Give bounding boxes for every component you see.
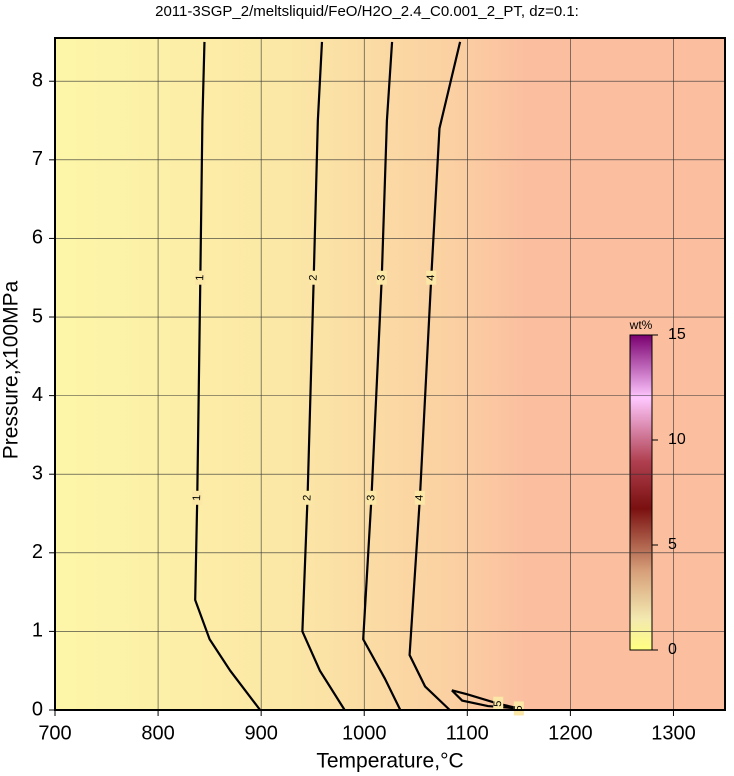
x-tick-label: 1100 bbox=[446, 722, 489, 744]
x-tick-label: 1000 bbox=[342, 722, 387, 744]
y-tick-label: 8 bbox=[32, 70, 43, 92]
colorbar-tick-label: 0 bbox=[668, 641, 677, 658]
y-tick-label: 7 bbox=[32, 148, 43, 170]
contour-label-bg bbox=[308, 270, 319, 285]
y-tick-label: 4 bbox=[32, 384, 43, 406]
colorbar-tick-label: 5 bbox=[668, 536, 677, 553]
contour-label: 1 bbox=[191, 495, 203, 502]
contour-label-bg bbox=[426, 270, 437, 285]
contour-label: 1 bbox=[194, 274, 206, 281]
chart-title: 2011-3SGP_2/meltsliquid/FeO/H2O_2.4_C0.0… bbox=[155, 3, 579, 20]
contour-label: 4 bbox=[414, 495, 426, 502]
contour-label-bg bbox=[302, 490, 313, 505]
x-tick-label: 900 bbox=[244, 722, 277, 744]
x-tick-label: 1200 bbox=[548, 722, 593, 744]
y-tick-label: 1 bbox=[32, 620, 43, 642]
plot-frame bbox=[54, 37, 726, 711]
contour-label: 3 bbox=[365, 495, 377, 502]
x-tick-label: 800 bbox=[141, 722, 174, 744]
y-tick-label: 6 bbox=[32, 227, 43, 249]
colorbar-tick-label: 10 bbox=[668, 431, 686, 448]
colorbar bbox=[629, 334, 653, 651]
colorbar-title: wt% bbox=[629, 318, 653, 332]
x-tick-label: 700 bbox=[38, 722, 71, 744]
x-axis-label: Temperature,°C bbox=[316, 750, 463, 773]
contour-label: 2 bbox=[301, 495, 313, 502]
y-tick-label: 3 bbox=[32, 462, 43, 484]
contour-label-bg bbox=[493, 696, 504, 711]
colorbar-tick-label: 15 bbox=[668, 326, 686, 343]
plot-background bbox=[55, 38, 725, 710]
contour-label: 3 bbox=[376, 274, 388, 281]
contour-label: 5 bbox=[513, 705, 525, 712]
y-tick-label: 2 bbox=[32, 541, 43, 563]
contour-label-bg bbox=[366, 490, 377, 505]
contour-label: 5 bbox=[492, 700, 504, 707]
contour-label-bg bbox=[376, 270, 387, 285]
y-axis-label: Pressure,x100MPa bbox=[0, 280, 23, 459]
contour-label: 2 bbox=[308, 274, 320, 281]
y-tick-label: 0 bbox=[32, 698, 43, 720]
contour-label-bg bbox=[192, 490, 203, 505]
x-tick-label: 1300 bbox=[651, 722, 696, 744]
contour-label-bg bbox=[513, 701, 524, 716]
contour-label-bg bbox=[414, 490, 425, 505]
y-tick-label: 5 bbox=[32, 305, 43, 327]
contour-line bbox=[194, 41, 261, 711]
contour-label-bg bbox=[195, 270, 206, 285]
contour-label: 4 bbox=[425, 274, 437, 281]
